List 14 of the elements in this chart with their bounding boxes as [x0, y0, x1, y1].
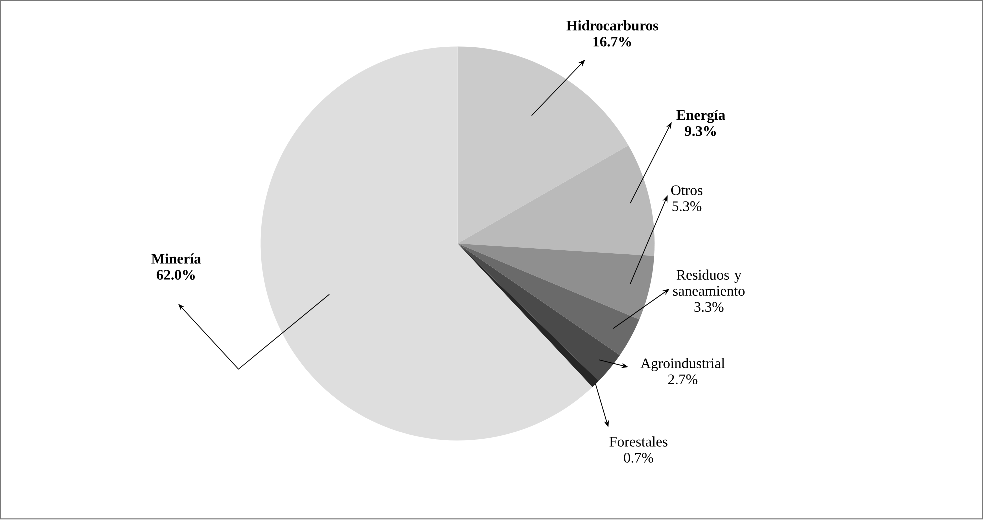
slice-label: Forestales: [610, 436, 668, 448]
data-label: 3.3%: [694, 302, 724, 312]
data-label: 62.0%: [156, 270, 196, 280]
data-label: 16.7%: [594, 37, 632, 47]
data-label: 2.7%: [668, 374, 698, 385]
data-label: 5.3%: [672, 202, 702, 212]
slice-label: Hidrocarburos: [566, 20, 658, 31]
slice-label: Otros: [671, 186, 703, 196]
slice-label: Energía: [676, 110, 726, 124]
slice-label: Residuos y saneamiento: [673, 270, 745, 296]
data-label: 9.3%: [685, 126, 716, 136]
data-label: 0.7%: [624, 453, 654, 464]
slice-label: Minería: [152, 254, 202, 264]
slice-label: Agroindustrial: [640, 358, 726, 372]
